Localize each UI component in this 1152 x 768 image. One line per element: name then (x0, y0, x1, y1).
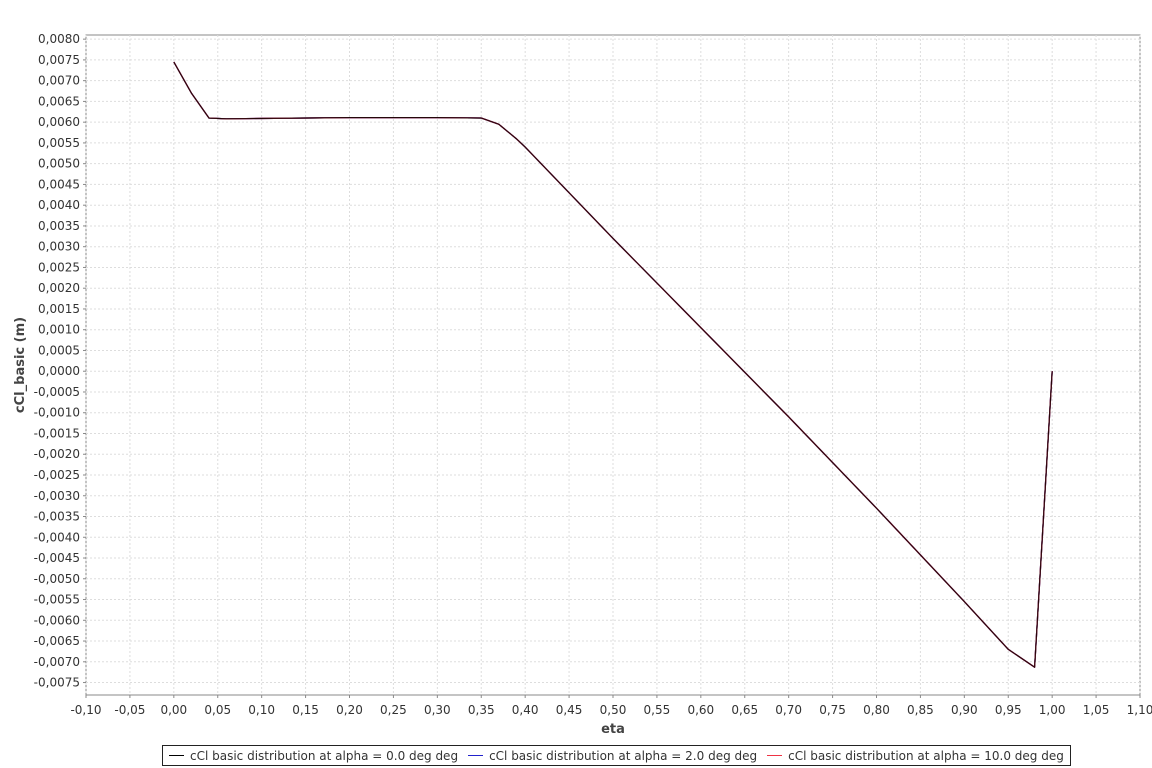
y-axis-label: cCl_basic (m) (13, 317, 28, 413)
x-tick-label: 0,90 (951, 703, 978, 717)
legend-label: cCl basic distribution at alpha = 2.0 de… (489, 748, 758, 763)
x-tick-label: 0,30 (424, 703, 451, 717)
legend-item-1: cCl basic distribution at alpha = 0.0 de… (169, 749, 458, 763)
x-tick-label: 0,00 (160, 703, 187, 717)
y-tick-label: -0,0020 (34, 447, 80, 461)
x-tick-label: 0,55 (644, 703, 671, 717)
y-tick-label: -0,0040 (34, 530, 80, 544)
y-tick-label: 0,0055 (38, 136, 80, 150)
y-tick-label: -0,0060 (34, 613, 80, 627)
y-tick-label: -0,0050 (34, 572, 80, 586)
legend-swatch (169, 755, 184, 756)
x-tick-label: 0,15 (292, 703, 319, 717)
x-tick-label: 0,70 (775, 703, 802, 717)
y-tick-label: -0,0025 (34, 468, 80, 482)
y-tick-label: 0,0065 (38, 94, 80, 108)
x-tick-label: 0,25 (380, 703, 407, 717)
x-tick-label: -0,10 (70, 703, 101, 717)
line-chart: -0,10 -0,05 0,00 0,05 0,10 0,15 0,20 0,25 0,30 0,… (13, 32, 1152, 737)
y-tick-label: 0,0005 (38, 343, 80, 357)
series-lines (173, 61, 1053, 668)
y-tick-label: 0,0075 (38, 53, 80, 67)
y-tick-label: 0,0040 (38, 198, 80, 212)
y-tick-label: 0,0060 (38, 115, 80, 129)
x-tick-label: 0,75 (819, 703, 846, 717)
y-tick-label: -0,0075 (34, 676, 80, 690)
y-tick-label: -0,0055 (34, 593, 80, 607)
legend-item-2: cCl basic distribution at alpha = 2.0 de… (468, 749, 757, 763)
x-tick-label: 0,50 (600, 703, 627, 717)
y-tick-label: 0,0045 (38, 177, 80, 191)
x-tick-label: 1,10 (1127, 703, 1152, 717)
x-tick-label: 0,10 (248, 703, 275, 717)
legend-item-3: cCl basic distribution at alpha = 10.0 d… (767, 749, 1064, 763)
x-tick-label: 1,05 (1083, 703, 1110, 717)
y-tick-label: -0,0035 (34, 510, 80, 524)
x-tick-label: 0,40 (512, 703, 539, 717)
y-tick-label: -0,0005 (34, 385, 80, 399)
y-tick-label: 0,0015 (38, 302, 80, 316)
y-tick-label: -0,0070 (34, 655, 80, 669)
y-tick-label: 0,0070 (38, 74, 80, 88)
x-tick-label: 1,00 (1039, 703, 1066, 717)
legend-label: cCl basic distribution at alpha = 0.0 de… (190, 748, 459, 763)
legend-swatch (767, 755, 783, 756)
x-tick-label: 0,85 (907, 703, 934, 717)
x-tick-label: 0,80 (863, 703, 890, 717)
x-tick-label: 0,35 (468, 703, 495, 717)
y-tick-label: 0,0035 (38, 219, 80, 233)
y-tick-label: 0,0080 (38, 32, 80, 46)
x-tick-label: 0,95 (995, 703, 1022, 717)
y-tick-label: 0,0025 (38, 260, 80, 274)
y-tick-label: 0,0000 (38, 364, 80, 378)
x-tick-label: 0,05 (204, 703, 231, 717)
y-tick-label: 0,0020 (38, 281, 80, 295)
x-tick-label: 0,60 (687, 703, 714, 717)
y-tick-label: -0,0030 (34, 489, 80, 503)
x-tick-label: 0,20 (336, 703, 363, 717)
x-axis-label: eta (601, 722, 625, 737)
legend-label: cCl basic distribution at alpha = 10.0 d… (788, 748, 1064, 763)
y-tick-label: -0,0015 (34, 426, 80, 440)
y-tick-label: -0,0065 (34, 634, 80, 648)
y-tick-label: -0,0010 (34, 406, 80, 420)
y-axis-ticks: 0,0080 0,0075 0,0070 0,0065 0,0060 0,0055 0,00… (34, 32, 86, 690)
y-tick-label: 0,0030 (38, 240, 80, 254)
grid-lines (85, 35, 1141, 695)
y-tick-label: -0,0045 (34, 551, 80, 565)
x-axis-ticks: -0,10 -0,05 0,00 0,05 0,10 0,15 0,20 0,25 0,30 0,… (70, 695, 1152, 717)
legend: cCl basic distribution at alpha = 0.0 de… (162, 745, 1071, 766)
x-tick-label: -0,05 (114, 703, 145, 717)
legend-swatch (468, 755, 484, 756)
series-line-1-overlay (173, 61, 1053, 668)
y-tick-label: 0,0010 (38, 323, 80, 337)
x-tick-label: 0,65 (731, 703, 758, 717)
y-tick-label: 0,0050 (38, 157, 80, 171)
x-tick-label: 0,45 (556, 703, 583, 717)
